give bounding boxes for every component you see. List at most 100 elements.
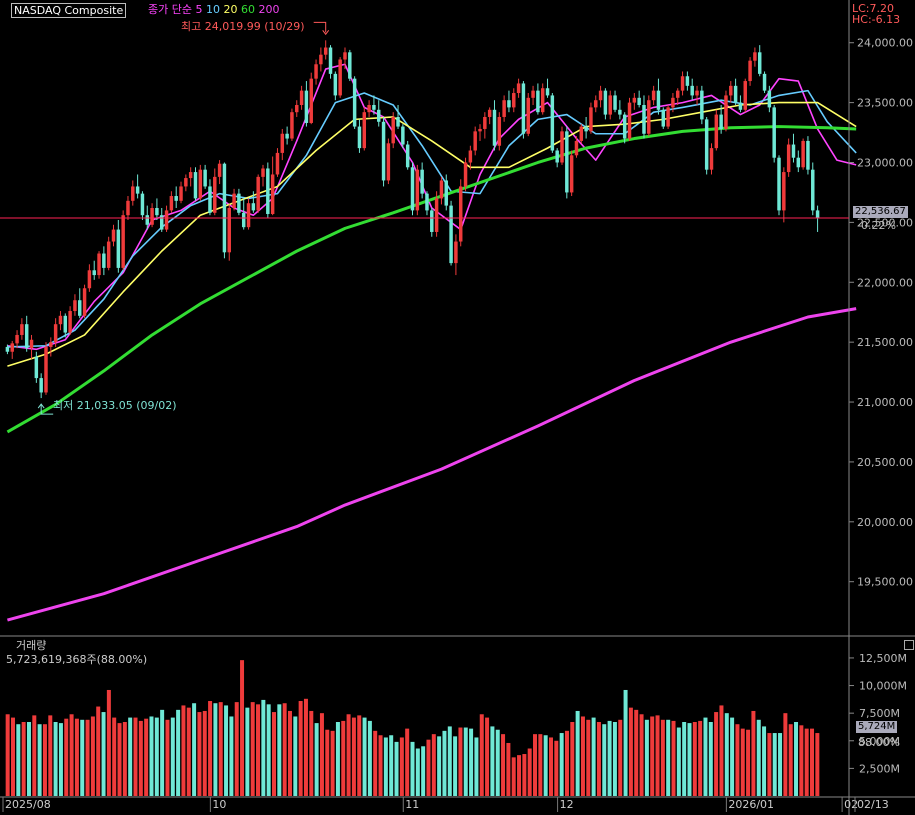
volume-bar xyxy=(96,706,101,796)
y-tick-label: 24,000.00 xyxy=(857,37,913,50)
y-tick-label: 23,000.00 xyxy=(857,156,913,169)
low-marker-arrow xyxy=(40,404,54,415)
candle-body xyxy=(579,126,584,141)
volume-bar xyxy=(698,720,703,796)
volume-bar xyxy=(208,701,213,796)
candle-body xyxy=(757,52,762,74)
candle-body xyxy=(642,105,646,134)
volume-bar xyxy=(282,703,287,796)
candle-body xyxy=(381,121,386,181)
volume-bar xyxy=(730,717,735,796)
candle-body xyxy=(724,95,728,129)
candle-body xyxy=(656,90,661,110)
volume-bar xyxy=(160,709,165,796)
ma-legend-200[interactable]: 200 xyxy=(258,3,280,16)
volume-bar xyxy=(122,722,127,796)
volume-bar xyxy=(293,716,298,796)
volume-bar xyxy=(671,720,676,796)
volume-bar xyxy=(703,717,708,796)
candle-body xyxy=(473,131,477,151)
volume-bar xyxy=(714,712,719,796)
vol-y-tick-label: 12,500M xyxy=(859,652,907,665)
volume-bar xyxy=(351,717,356,796)
volume-bar xyxy=(506,742,511,796)
candle-body xyxy=(106,241,111,268)
volume-bar xyxy=(639,714,644,796)
x-tick-label: 02/13 xyxy=(857,798,889,811)
candle-body xyxy=(743,81,747,110)
panel-maximize-icon[interactable] xyxy=(904,640,914,650)
volume-bar xyxy=(202,710,207,796)
volume-bar xyxy=(559,733,564,796)
volume-bar xyxy=(767,733,772,796)
high-marker-head xyxy=(322,30,330,36)
candle-body xyxy=(140,193,145,216)
candle-body xyxy=(391,116,395,144)
volume-bar xyxy=(772,733,777,796)
candle-body xyxy=(676,90,680,98)
volume-readout: 5,723,619,368주(88.00%) xyxy=(6,653,148,666)
candle-body xyxy=(261,168,265,177)
candle-body xyxy=(309,78,313,123)
volume-bar xyxy=(469,728,474,796)
volume-bar xyxy=(756,719,761,796)
x-tick-label: 02 xyxy=(844,798,858,811)
ma-legend-label: 종가 단순 xyxy=(148,3,192,16)
volume-bar xyxy=(367,720,372,796)
candle-body xyxy=(58,315,63,325)
volume-bar xyxy=(799,725,804,796)
volume-bar xyxy=(644,719,649,796)
candle-body xyxy=(405,144,410,168)
volume-panel-title[interactable]: 거래량 xyxy=(16,639,47,652)
candle-body xyxy=(430,210,434,232)
candle-body xyxy=(150,208,154,225)
candle-body xyxy=(753,52,757,61)
candle-body xyxy=(671,97,675,108)
volume-bar xyxy=(373,730,378,796)
volume-bar xyxy=(85,719,90,796)
volume-bar xyxy=(564,730,569,796)
candle-body xyxy=(709,148,714,170)
ma-legend-60[interactable]: 60 xyxy=(240,3,255,16)
volume-bar xyxy=(426,739,431,796)
candle-body xyxy=(594,100,598,108)
vol-y-tick-label: 2,500M xyxy=(859,762,900,775)
ma-legend-20[interactable]: 20 xyxy=(223,3,238,16)
candle-body xyxy=(343,52,347,60)
volume-bar xyxy=(586,719,591,796)
volume-bar xyxy=(580,716,585,796)
candle-body xyxy=(487,109,492,117)
volume-bar xyxy=(602,724,607,796)
candle-body xyxy=(304,90,309,123)
candle-body xyxy=(815,210,820,218)
candle-body xyxy=(97,253,101,276)
volume-bar xyxy=(740,728,745,796)
candle-body xyxy=(338,59,342,96)
candle-body xyxy=(666,107,670,127)
candle-body xyxy=(295,105,299,113)
volume-bar xyxy=(628,707,633,796)
volume-bar xyxy=(810,728,815,796)
volume-bar xyxy=(128,717,133,796)
candle-body xyxy=(796,157,801,168)
volume-bar xyxy=(485,717,490,796)
candle-body xyxy=(767,90,772,108)
volume-bar xyxy=(623,689,628,796)
volume-bar xyxy=(804,728,809,796)
volume-bar xyxy=(719,705,724,796)
candle-body xyxy=(806,140,810,170)
ma-legend-10[interactable]: 10 xyxy=(205,3,220,16)
y-tick-label: 21,500.00 xyxy=(857,336,913,349)
ma-legend[interactable]: 종가 단순 5 10 20 60 200 xyxy=(148,3,279,16)
volume-bar xyxy=(463,727,468,796)
candle-body xyxy=(174,196,178,201)
candle-body xyxy=(569,155,574,193)
volume-bar xyxy=(570,722,575,796)
volume-bar xyxy=(277,704,282,796)
ma-legend-5[interactable]: 5 xyxy=(195,3,203,16)
low-marker-head xyxy=(37,403,45,409)
chart-title[interactable]: NASDAQ Composite xyxy=(11,3,127,18)
candle-body xyxy=(801,140,805,168)
current-price-label: 22,536.67 xyxy=(853,206,908,218)
